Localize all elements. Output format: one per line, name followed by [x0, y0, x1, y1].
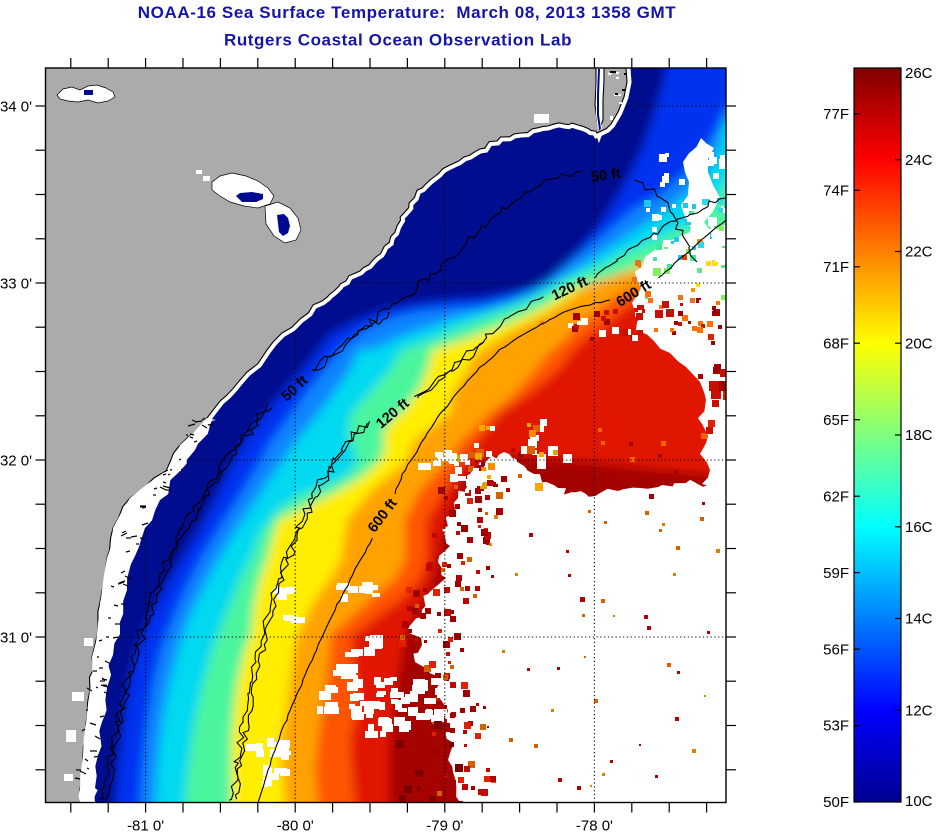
svg-text:12C: 12C: [905, 703, 933, 720]
svg-text:59F: 59F: [823, 565, 849, 582]
svg-text:62F: 62F: [823, 488, 849, 505]
svg-text:77F: 77F: [823, 106, 849, 123]
svg-text:16C: 16C: [905, 519, 933, 536]
svg-text:71F: 71F: [823, 259, 849, 276]
svg-text:24C: 24C: [905, 152, 933, 169]
svg-text:18C: 18C: [905, 427, 933, 444]
svg-text:32 0': 32 0': [0, 453, 32, 470]
svg-text:14C: 14C: [905, 611, 933, 628]
svg-text:Rutgers Coastal Ocean Observat: Rutgers Coastal Ocean Observation Lab: [224, 31, 572, 50]
svg-text:NOAA-16 Sea Surface Temperatur: NOAA-16 Sea Surface Temperature: March 0…: [138, 3, 676, 22]
svg-text:20C: 20C: [905, 335, 933, 352]
svg-text:74F: 74F: [823, 183, 849, 200]
svg-text:-78 0': -78 0': [576, 818, 613, 832]
svg-text:-80 0': -80 0': [277, 818, 314, 832]
svg-text:65F: 65F: [823, 412, 849, 429]
svg-text:26C: 26C: [905, 65, 933, 82]
svg-text:53F: 53F: [823, 718, 849, 735]
svg-text:-79 0': -79 0': [426, 818, 463, 832]
svg-text:-81 0': -81 0': [127, 818, 164, 832]
svg-text:68F: 68F: [823, 335, 849, 352]
svg-text:56F: 56F: [823, 641, 849, 658]
svg-text:50 ft: 50 ft: [590, 166, 622, 186]
svg-text:34 0': 34 0': [0, 99, 32, 116]
svg-text:50F: 50F: [823, 794, 849, 811]
svg-text:33 0': 33 0': [0, 276, 32, 293]
svg-text:22C: 22C: [905, 244, 933, 261]
svg-text:31 0': 31 0': [0, 630, 32, 647]
svg-text:10C: 10C: [905, 793, 933, 810]
